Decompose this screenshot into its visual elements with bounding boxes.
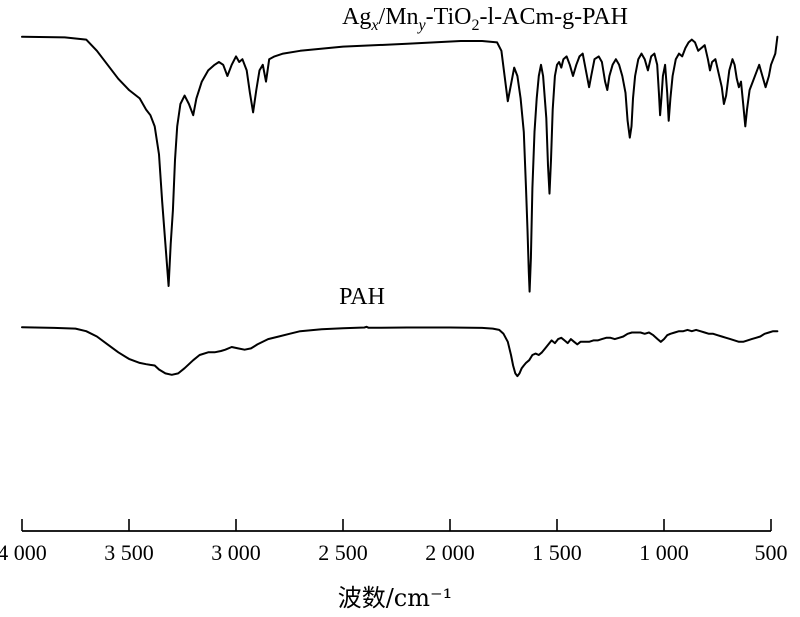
spectrum-curves — [21, 35, 779, 378]
x-axis-ticks: 4 000 3 500 3 000 2 500 2 000 1 500 1 000 500 — [0, 519, 788, 565]
x-axis-title: 波数/cm⁻¹ — [338, 584, 453, 612]
x-tick-label-4000: 4 000 — [0, 540, 47, 565]
x-tick-label-2500: 2 500 — [318, 540, 368, 565]
x-tick-label-1500: 1 500 — [532, 540, 582, 565]
x-axis: 4 000 3 500 3 000 2 500 2 000 1 500 1 000 500 — [0, 519, 788, 565]
spectrum-line-agmn-tio2-acm-pah — [21, 35, 779, 293]
spectrum-line-pah — [21, 325, 779, 378]
series-label-pah: PAH — [339, 284, 385, 310]
series-labels: Agx/Mny-TiO2-l-ACm-g-PAH PAH — [339, 4, 628, 310]
x-tick-label-3500: 3 500 — [104, 540, 154, 565]
x-tick-label-3000: 3 000 — [211, 540, 261, 565]
x-tick-label-500: 500 — [755, 540, 788, 565]
series-label-agmn-tio2-acm-pah: Agx/Mny-TiO2-l-ACm-g-PAH — [342, 4, 628, 34]
x-tick-label-1000: 1 000 — [639, 540, 689, 565]
x-tick-label-2000: 2 000 — [425, 540, 475, 565]
